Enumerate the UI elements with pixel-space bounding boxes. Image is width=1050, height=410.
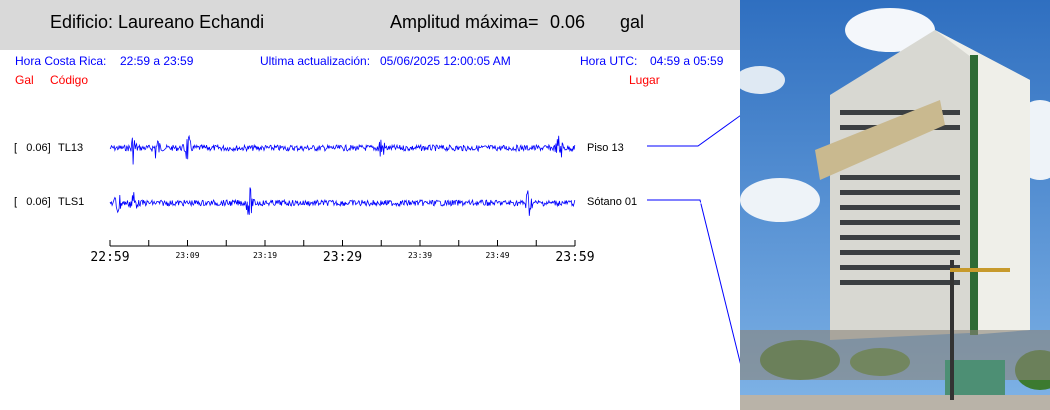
time-tick-label-major: 22:59 [90,250,129,265]
update-value: 05/06/2025 12:00:05 AM [380,54,511,68]
amplitude-unit: gal [620,12,645,32]
amplitude-value: 0.06 [550,12,586,32]
time-tick-label-minor: 23:09 [175,251,199,260]
connector-sotano01-inner [647,202,740,355]
column-code: Código [50,73,89,87]
trace-place-tl13: Piso 13 [587,142,624,154]
cr-time-label: Hora Costa Rica: [15,54,107,68]
amplitude-label: Amplitud máxima= [390,12,539,32]
trace-code-tls1: TLS1 [58,196,85,208]
column-gal: Gal [15,73,34,87]
trace-tls1 [109,187,576,216]
time-tick-label-major: 23:59 [555,250,594,265]
time-tick-label-minor: 23:49 [485,251,509,260]
trace-code-tl13: TL13 [58,142,84,154]
building-photo [740,0,1050,410]
connector-piso13 [647,115,740,147]
building-illustration [740,0,1050,410]
trace-gal-tls1: [ 0.06] [14,196,51,208]
time-tick-label-minor: 23:19 [253,251,277,260]
trace-tl13 [109,134,576,165]
seismogram-plot: 22:59 23:29 23:59 23:09 23:19 23:39 23:49 [90,115,740,364]
connector-sotano01 [647,199,740,364]
time-tick-label-minor: 23:39 [408,251,432,260]
connector-piso13-inner [647,120,740,150]
column-place: Lugar [629,73,660,87]
header-bar [0,0,740,50]
utc-label: Hora UTC: [580,54,638,68]
trace-place-tls1: Sótano 01 [587,196,638,208]
time-tick-label-major: 23:29 [323,250,362,265]
utc-range: 04:59 a 05:59 [650,54,724,68]
trace-gal-tl13: [ 0.06] [14,142,51,154]
update-label: Ultima actualización: [260,54,371,68]
building-title: Edificio: Laureano Echandi [50,12,265,32]
cr-time-range: 22:59 a 23:59 [120,54,194,68]
